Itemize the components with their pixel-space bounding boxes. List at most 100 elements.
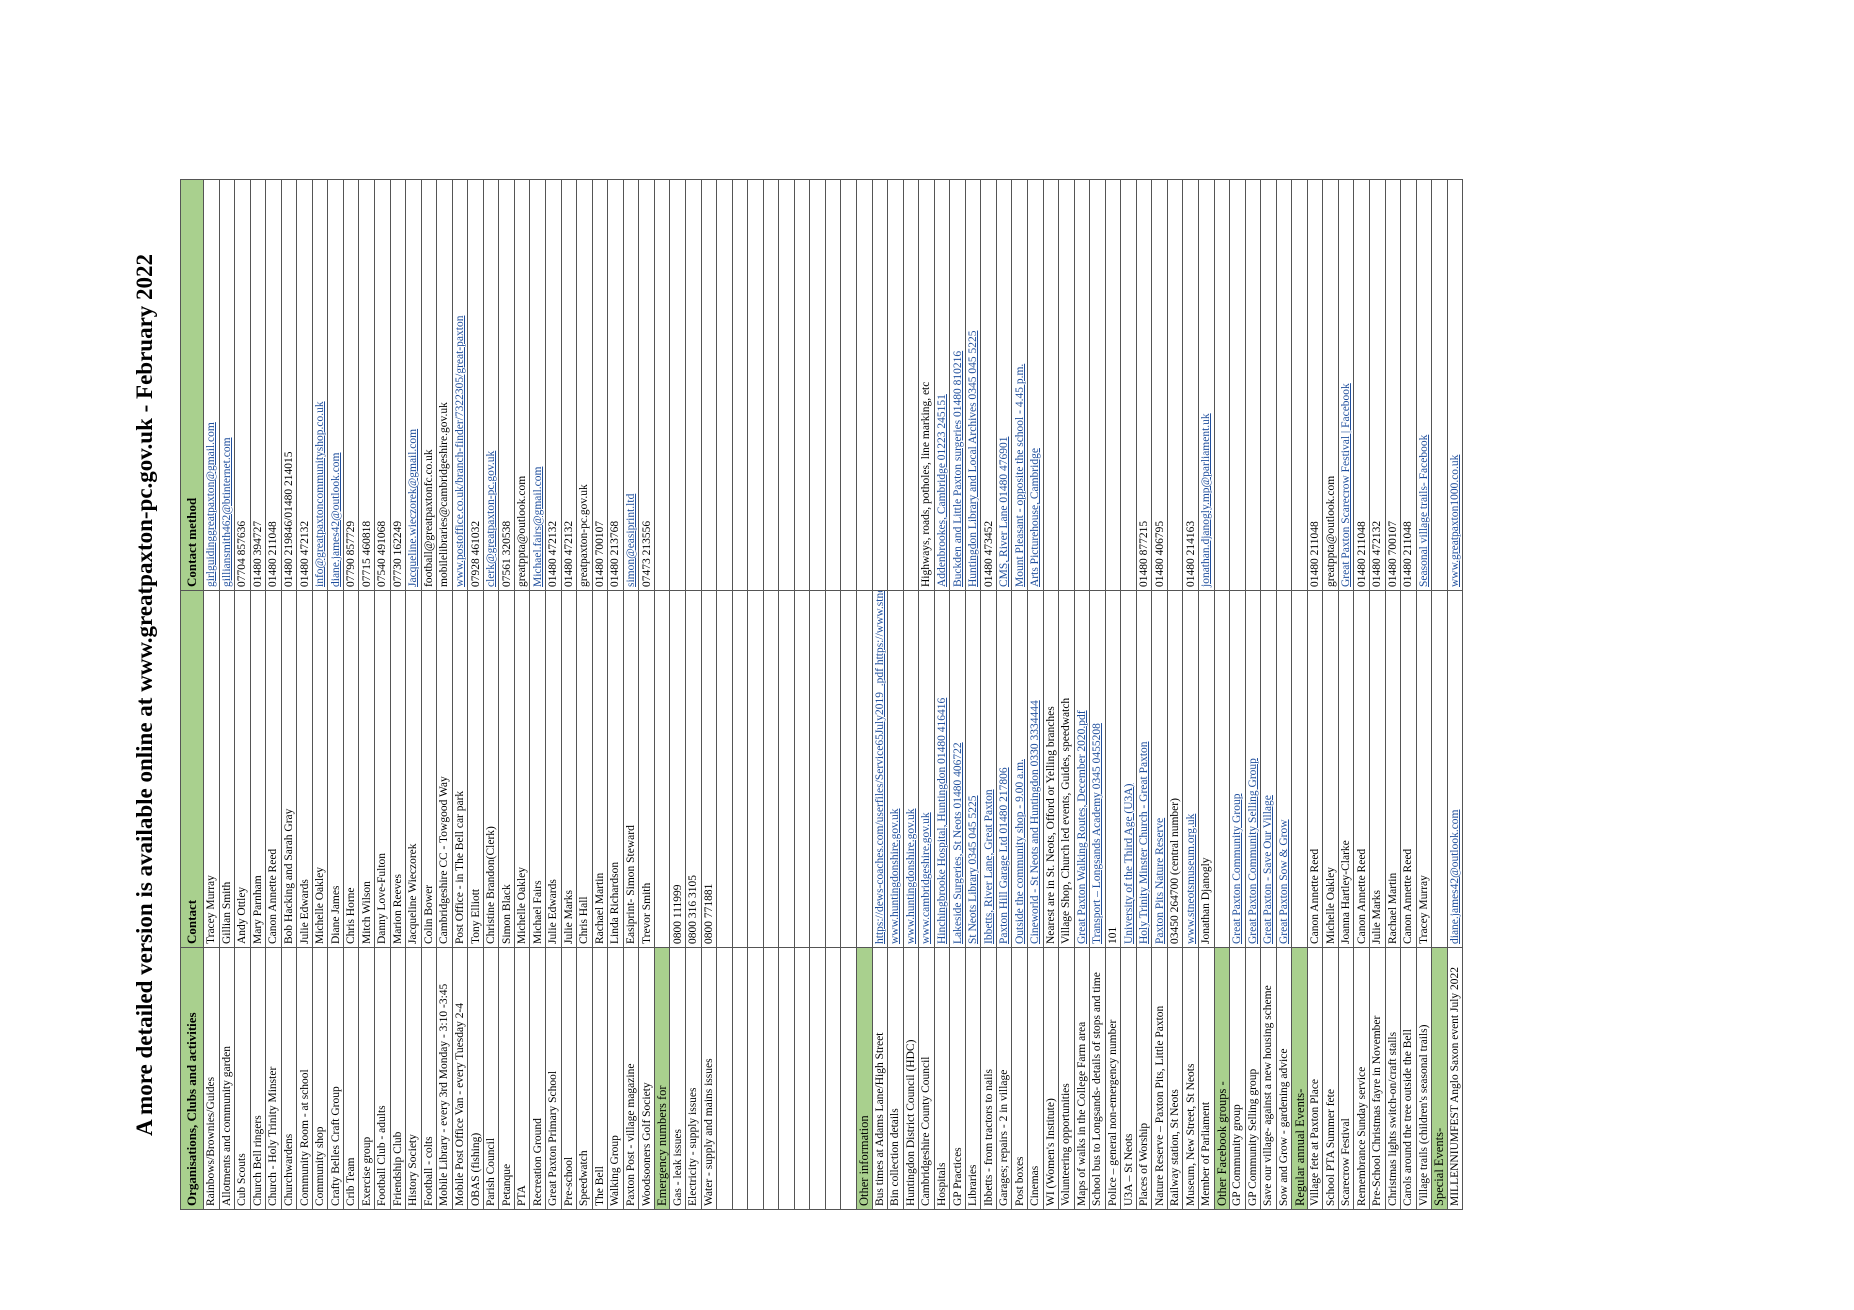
link-text[interactable]: www.huntingdonshire.gov.uk: [889, 808, 902, 944]
link-text[interactable]: CMS, River Lane 01480 476901: [998, 436, 1011, 587]
contact-cell[interactable]: Hinchingbrooke Hospital, Huntingdon 0148…: [934, 590, 950, 948]
contact-method-cell[interactable]: Addenbrookes, Cambridge 01223 245151: [934, 179, 950, 591]
link-text[interactable]: Michael.fairs@gmail.com: [531, 466, 544, 587]
link-text[interactable]: Great Paxton Community Group: [1231, 793, 1244, 944]
contact-cell[interactable]: Paxton Hill Garage Ltd 01480 217806: [996, 590, 1012, 948]
cell-text: Jacqueline Wieczorek: [407, 843, 420, 944]
link-text[interactable]: Holy Trinity Minster Church - Great Paxt…: [1138, 741, 1151, 944]
cell-text: History Society: [407, 1134, 420, 1206]
contact-cell[interactable]: diane.james42@outlook.com: [1447, 590, 1463, 948]
contact-method-cell[interactable]: Seasonal village trails- Facebook: [1416, 179, 1432, 591]
link-text[interactable]: Great Paxton Walking Routes, December 20…: [1075, 710, 1088, 944]
contact-cell[interactable]: Great Paxton Walking Routes, December 20…: [1074, 590, 1090, 948]
link-text[interactable]: Outside the community shop - 9.00 a.m.: [1013, 759, 1026, 944]
table-row: Community Room - at school Julie Edwards 0…: [296, 179, 313, 1210]
contact-cell[interactable]: Great Paxton Sow & Grow: [1276, 590, 1292, 948]
cell-text: Gas - leak issues: [671, 1129, 684, 1206]
link-text[interactable]: Great Paxton - Save Our Village: [1262, 795, 1275, 944]
link-text[interactable]: Buckden and Little Paxton surgeries 0148…: [951, 350, 964, 587]
cell-text: Allotments and community garden: [220, 1045, 233, 1206]
link-text[interactable]: simon@easiprint.ltd: [625, 493, 638, 587]
link-text[interactable]: Cineworld - St Neots and Huntingdon 0330…: [1029, 700, 1042, 944]
contact-cell: Michelle Oakley: [514, 590, 530, 948]
contact-method-cell[interactable]: Arts Picturehouse, Cambridge: [1027, 179, 1044, 591]
contact-cell[interactable]: Great Paxton Community Selling Group: [1245, 590, 1261, 948]
contact-method-cell[interactable]: girlguidinggreatpaxton@gmail.com: [203, 179, 220, 591]
table-row: Post boxes Outside the community shop - 9…: [1011, 179, 1028, 1210]
cell-text: Church - Holy Trinity Minster: [267, 1066, 280, 1206]
contact-cell[interactable]: Lakeside Surgeries, St Neots 01480 40672…: [949, 590, 966, 948]
link-text[interactable]: https://dews-coaches.com/userfiles/Servi…: [873, 590, 886, 945]
link-text[interactable]: Transport – Longsands Academy 0345 04552…: [1091, 723, 1104, 944]
link-text[interactable]: gilliansmith462@btinternet.com: [220, 437, 233, 587]
link-text[interactable]: girlguidinggreatpaxton@gmail.com: [205, 422, 218, 587]
cell-text: Churchwardens: [283, 1133, 295, 1206]
contact-method-cell[interactable]: Buckden and Little Paxton surgeries 0148…: [949, 179, 966, 591]
contact-cell[interactable]: www.cambridgeshire.gov.uk: [918, 590, 935, 948]
cell-text: 01480 700107: [1386, 520, 1399, 587]
link-text[interactable]: diane.james42@outlook.com: [1449, 809, 1462, 944]
contact-cell: Cambridgeshire CC - Towgood Way: [436, 590, 453, 948]
link-text[interactable]: Great Paxton Sow & Grow: [1278, 819, 1290, 944]
contact-method-cell[interactable]: Huntingdon Library and Local Archives 03…: [965, 179, 981, 591]
contact-method-cell[interactable]: www.postoffice.co.uk/branch-finder/73223…: [452, 179, 468, 591]
link-text[interactable]: www.cambridgeshire.gov.uk: [920, 812, 933, 944]
contact-method-cell[interactable]: Michael.fairs@gmail.com: [529, 179, 546, 591]
link-text[interactable]: Hinchingbrooke Hospital, Huntingdon 0148…: [935, 697, 948, 944]
contact-method-cell[interactable]: clerk@greatpaxton-pc.gov.uk: [483, 179, 499, 591]
contact-method-cell[interactable]: info@greatpaxtoncommunityshop.co.uk: [312, 179, 328, 591]
table-row: Water - supply and mains issues 0800 7718…: [701, 179, 717, 1210]
link-text[interactable]: info@greatpaxtoncommunityshop.co.uk: [314, 401, 327, 587]
contact-cell[interactable]: www.huntingdonshire.gov.uk: [887, 590, 904, 948]
contact-cell[interactable]: St Neots Library 0345 045 5225: [965, 590, 981, 948]
section-header-row: Other information: [856, 179, 873, 1210]
link-text[interactable]: Paxton Pits Nature Reserve: [1153, 817, 1166, 944]
link-text[interactable]: Arts Picturehouse, Cambridge: [1029, 448, 1042, 587]
contact-cell: 0800 111999: [669, 590, 686, 948]
contact-cell[interactable]: University of the Third Age (U3A): [1120, 590, 1137, 948]
contact-method-cell[interactable]: CMS, River Lane 01480 476901: [996, 179, 1012, 591]
contact-method-cell[interactable]: diane.james42@outlook.com: [327, 179, 344, 591]
link-text[interactable]: University of the Third Age (U3A): [1122, 783, 1135, 944]
link-text[interactable]: www.postoffice.co.uk/branch-finder/73223…: [454, 315, 467, 587]
contact-cell[interactable]: https://dews-coaches.com/userfiles/Servi…: [872, 590, 888, 948]
contact-cell[interactable]: www.huntingdonshire.gov.uk: [903, 590, 919, 948]
link-text[interactable]: jonathan.djanogly.mp@parliament.uk: [1200, 413, 1213, 587]
contact-cell[interactable]: Holy Trinity Minster Church - Great Paxt…: [1136, 590, 1152, 948]
link-text[interactable]: Mount Pleasant - opposite the school - 4…: [1013, 363, 1026, 587]
link-text[interactable]: Addenbrookes, Cambridge 01223 245151: [935, 394, 948, 587]
table-row: Huntingdon District Council (HDC) www.hun…: [903, 179, 919, 1210]
contact-cell[interactable]: Great Paxton - Save Our Village: [1260, 590, 1277, 948]
link-text[interactable]: Huntingdon Library and Local Archives 03…: [967, 330, 980, 587]
contact-cell[interactable]: Ibbetts, River Lane, Great Paxton: [980, 590, 997, 948]
cell-text: Emergency numbers for: [655, 1085, 670, 1206]
link-text[interactable]: Great Paxton Community Selling Group: [1246, 758, 1259, 944]
contact-method-cell[interactable]: www.greatpaxton1000.co.uk: [1447, 179, 1463, 591]
contact-method-cell[interactable]: Great Paxton Scarecrow Festival | Facebo…: [1338, 179, 1354, 591]
link-text[interactable]: Seasonal village trails- Facebook: [1417, 434, 1430, 587]
link-text[interactable]: diane.james42@outlook.com: [329, 452, 342, 587]
contact-cell[interactable]: www.stneotsmuseum.org.uk: [1182, 590, 1199, 948]
contact-cell[interactable]: Great Paxton Community Group: [1229, 590, 1246, 948]
link-text[interactable]: Ibbetts, River Lane, Great Paxton: [982, 789, 995, 944]
link-text[interactable]: Great Paxton Scarecrow Festival | Facebo…: [1340, 383, 1353, 587]
link-text[interactable]: Paxton Hill Garage Ltd 01480 217806: [998, 767, 1011, 944]
link-text[interactable]: Jacqueline.wieczorek@gmail.com: [407, 428, 420, 587]
contact-cell[interactable]: Outside the community shop - 9.00 a.m.: [1011, 590, 1028, 948]
contact-method-cell[interactable]: Mount Pleasant - opposite the school - 4…: [1011, 179, 1028, 591]
contact-cell[interactable]: Paxton Pits Nature Reserve: [1151, 590, 1168, 948]
link-text[interactable]: St Neots Library 0345 045 5225: [967, 795, 980, 944]
link-text[interactable]: clerk@greatpaxton-pc.gov.uk: [485, 450, 498, 587]
contact-method-cell[interactable]: gilliansmith462@btinternet.com: [219, 179, 235, 591]
contact-method-cell[interactable]: Jacqueline.wieczorek@gmail.com: [405, 179, 422, 591]
contact-method-cell[interactable]: simon@easiprint.ltd: [623, 179, 639, 591]
contact-cell[interactable]: Cineworld - St Neots and Huntingdon 0330…: [1027, 590, 1044, 948]
link-text[interactable]: Lakeside Surgeries, St Neots 01480 40672…: [951, 742, 964, 944]
link-text[interactable]: www.greatpaxton1000.co.uk: [1449, 454, 1462, 587]
contact-method-cell: [778, 179, 795, 591]
contact-method-cell[interactable]: jonathan.djanogly.mp@parliament.uk: [1198, 179, 1215, 591]
contact-cell[interactable]: Transport – Longsands Academy 0345 04552…: [1089, 590, 1106, 948]
contact-method-cell: 01480 700107: [592, 179, 608, 591]
link-text[interactable]: www.stneotsmuseum.org.uk: [1184, 813, 1197, 944]
link-text[interactable]: www.huntingdonshire.gov.uk: [904, 808, 917, 944]
